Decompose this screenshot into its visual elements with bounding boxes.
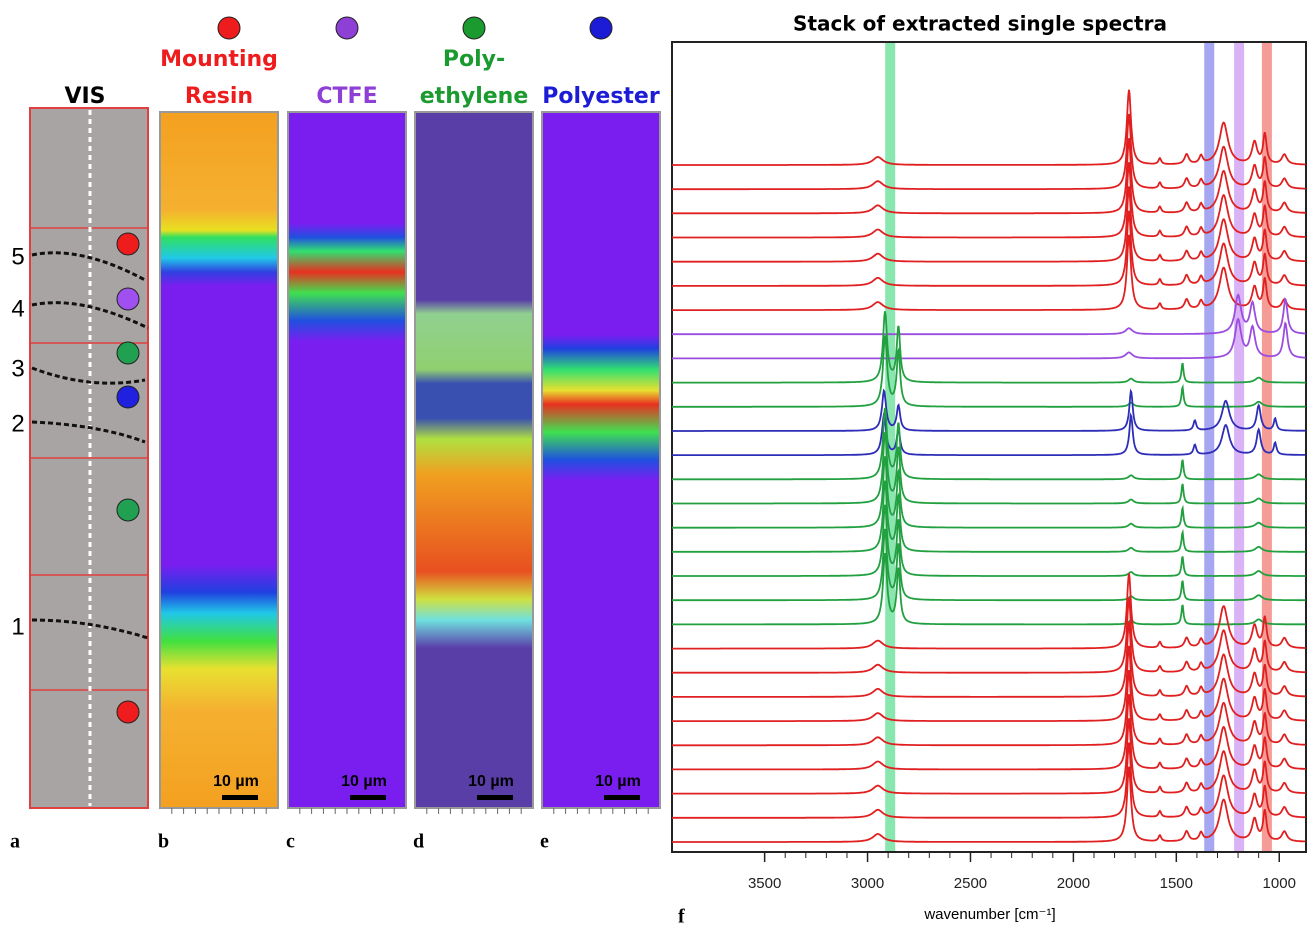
map-title: CTFE	[316, 84, 377, 109]
spectrum	[672, 89, 1306, 166]
spectrum	[672, 138, 1306, 215]
depth-label: 5	[11, 243, 24, 270]
spectrum	[672, 113, 1306, 191]
scale-bar	[350, 795, 386, 800]
x-tick-label: 3000	[851, 875, 884, 892]
map-title: Poly-	[443, 47, 505, 72]
spectrum	[672, 621, 1306, 698]
depth-label: 1	[11, 613, 24, 640]
depth-label: 4	[11, 295, 24, 322]
spectrum	[672, 528, 1306, 602]
chemical-map	[159, 111, 279, 809]
generated: Mounting Resin 10 µm b CTFE 10 µm c Poly-ethyle…	[158, 16, 1306, 892]
chemical-map	[541, 111, 661, 809]
chemical-map	[414, 111, 534, 809]
legend-dot	[462, 16, 486, 40]
panel-letter: e	[540, 831, 549, 853]
scale-bar	[222, 795, 258, 800]
x-tick-label: 1000	[1263, 875, 1296, 892]
spectrum	[672, 645, 1306, 722]
scale-bar	[477, 795, 513, 800]
plot-title: Stack of extracted single spectra	[793, 12, 1167, 36]
spectrum	[672, 480, 1306, 553]
spectrum	[672, 311, 1306, 384]
x-tick-label: 2500	[954, 875, 987, 892]
spectrum	[672, 766, 1306, 843]
vis-dots	[116, 232, 140, 724]
vis-title: VIS	[64, 84, 105, 109]
spectrum	[672, 432, 1306, 505]
plot-frame	[671, 41, 1307, 853]
spectrum	[672, 293, 1306, 336]
x-tick-label: 3500	[748, 875, 781, 892]
spectrum	[672, 742, 1306, 819]
spectrum	[672, 335, 1306, 408]
panel-letter: f	[678, 906, 685, 928]
spectrum	[672, 718, 1306, 795]
legend-dot	[589, 16, 613, 40]
band	[1204, 43, 1215, 851]
map-title: Mounting	[160, 47, 278, 72]
spectrum	[672, 504, 1306, 577]
spectrum	[672, 388, 1306, 432]
spectrum	[672, 552, 1306, 626]
x-tick-label: 2000	[1057, 875, 1090, 892]
panel-letter: b	[158, 831, 169, 853]
spectrum	[672, 669, 1306, 747]
spectrum	[672, 234, 1306, 311]
scale-bar	[604, 795, 640, 800]
scale-bar-label: 10 µm	[468, 773, 514, 790]
spectrum	[672, 162, 1306, 239]
spectrum	[672, 456, 1306, 529]
spectrum	[672, 412, 1306, 456]
depth-label: 2	[11, 410, 24, 437]
map-title: Resin	[185, 84, 253, 109]
panel-letter: c	[286, 831, 295, 853]
legend-dot	[217, 16, 241, 40]
map-title: Polyester	[542, 84, 660, 109]
layer-boundaries	[31, 251, 149, 640]
spectrum	[672, 694, 1306, 771]
x-tick-label: 1500	[1160, 875, 1193, 892]
scale-bar-label: 10 µm	[213, 773, 259, 790]
band	[1234, 43, 1245, 851]
spectrum	[672, 317, 1306, 360]
scale-bar-label: 10 µm	[595, 773, 641, 790]
spectrum	[672, 210, 1306, 287]
spectrum	[672, 186, 1306, 263]
map-title: ethylene	[420, 84, 529, 109]
legend-dot	[335, 16, 359, 40]
scale-bar-label: 10 µm	[341, 773, 387, 790]
spectrum	[672, 407, 1306, 481]
chemical-map	[287, 111, 407, 809]
spectrum	[672, 597, 1306, 674]
band	[1261, 43, 1272, 851]
panel-letter: a	[10, 831, 20, 853]
depth-label: 3	[11, 355, 24, 382]
spectrum	[672, 573, 1306, 650]
panel-letter: d	[413, 831, 424, 853]
x-axis-label: wavenumber [cm⁻¹]	[923, 906, 1055, 923]
